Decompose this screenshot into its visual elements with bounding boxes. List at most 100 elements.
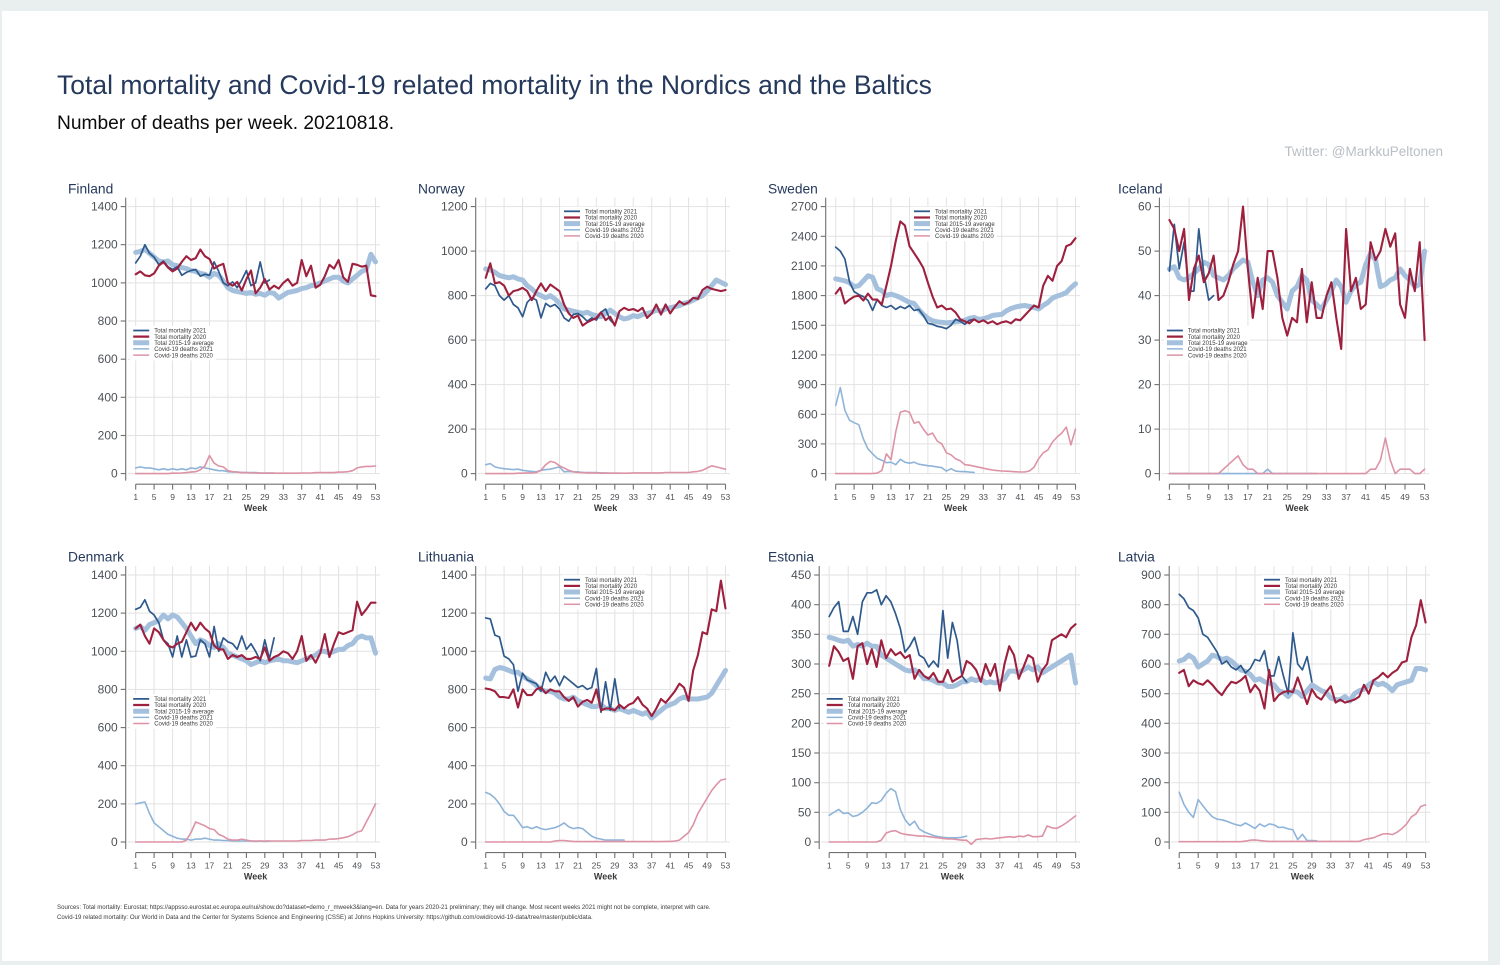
svg-text:Total mortality 2021: Total mortality 2021 bbox=[848, 697, 901, 703]
svg-text:1: 1 bbox=[1167, 492, 1172, 502]
svg-text:Covid-19 deaths 2021: Covid-19 deaths 2021 bbox=[154, 716, 213, 722]
svg-text:33: 33 bbox=[1322, 492, 1332, 502]
svg-text:1: 1 bbox=[483, 492, 488, 502]
svg-text:21: 21 bbox=[919, 861, 929, 871]
svg-text:200: 200 bbox=[98, 429, 118, 443]
svg-text:Number of deaths per week. 202: Number of deaths per week. 20210818. bbox=[57, 113, 394, 134]
svg-text:800: 800 bbox=[448, 289, 468, 303]
svg-text:13: 13 bbox=[536, 861, 546, 871]
svg-text:17: 17 bbox=[205, 492, 215, 502]
svg-text:Week: Week bbox=[944, 503, 968, 513]
svg-text:29: 29 bbox=[1307, 861, 1317, 871]
svg-text:100: 100 bbox=[791, 776, 811, 790]
svg-text:25: 25 bbox=[942, 492, 952, 502]
svg-text:29: 29 bbox=[1302, 492, 1312, 502]
svg-text:Total mortality 2020: Total mortality 2020 bbox=[935, 216, 988, 222]
svg-text:25: 25 bbox=[242, 492, 252, 502]
svg-text:Covid-19 related mortality: Ou: Covid-19 related mortality: Our World in… bbox=[57, 914, 593, 921]
svg-text:Week: Week bbox=[594, 503, 618, 513]
svg-text:49: 49 bbox=[1400, 492, 1410, 502]
svg-text:25: 25 bbox=[242, 861, 252, 871]
svg-text:1000: 1000 bbox=[441, 244, 468, 258]
svg-text:Total 2015-19 average: Total 2015-19 average bbox=[154, 709, 214, 715]
svg-text:Total 2015-19 average: Total 2015-19 average bbox=[1188, 341, 1248, 347]
svg-text:Week: Week bbox=[941, 872, 965, 882]
svg-text:50: 50 bbox=[1138, 244, 1152, 258]
svg-text:Total mortality 2020: Total mortality 2020 bbox=[154, 703, 207, 709]
svg-text:53: 53 bbox=[1420, 492, 1430, 502]
svg-text:Total mortality 2020: Total mortality 2020 bbox=[585, 584, 638, 590]
svg-text:30: 30 bbox=[1138, 333, 1152, 347]
svg-text:Twitter: @MarkkuPeltonen: Twitter: @MarkkuPeltonen bbox=[1284, 144, 1443, 159]
svg-text:600: 600 bbox=[98, 352, 118, 366]
svg-text:25: 25 bbox=[1288, 861, 1298, 871]
svg-text:33: 33 bbox=[279, 492, 289, 502]
svg-text:Finland: Finland bbox=[68, 182, 113, 197]
svg-text:9: 9 bbox=[520, 492, 525, 502]
svg-text:400: 400 bbox=[1141, 716, 1161, 730]
svg-text:5: 5 bbox=[1187, 492, 1192, 502]
svg-text:17: 17 bbox=[205, 861, 215, 871]
svg-text:150: 150 bbox=[791, 746, 811, 760]
svg-text:Total mortality 2020: Total mortality 2020 bbox=[1188, 335, 1241, 341]
svg-text:5: 5 bbox=[152, 492, 157, 502]
svg-text:9: 9 bbox=[520, 861, 525, 871]
svg-text:Week: Week bbox=[594, 872, 618, 882]
svg-text:Latvia: Latvia bbox=[1118, 550, 1155, 565]
svg-text:Covid-19 deaths 2021: Covid-19 deaths 2021 bbox=[154, 347, 213, 353]
svg-text:2100: 2100 bbox=[791, 259, 818, 273]
svg-text:17: 17 bbox=[1250, 861, 1260, 871]
svg-text:41: 41 bbox=[315, 492, 325, 502]
svg-text:Total 2015-19 average: Total 2015-19 average bbox=[585, 222, 645, 228]
svg-text:Total 2015-19 average: Total 2015-19 average bbox=[154, 341, 214, 347]
svg-text:Week: Week bbox=[244, 872, 268, 882]
svg-text:1500: 1500 bbox=[791, 318, 818, 332]
svg-text:29: 29 bbox=[610, 861, 620, 871]
svg-text:5: 5 bbox=[846, 861, 851, 871]
svg-text:13: 13 bbox=[186, 861, 196, 871]
svg-text:41: 41 bbox=[1364, 861, 1374, 871]
svg-text:600: 600 bbox=[448, 333, 468, 347]
svg-text:45: 45 bbox=[1381, 492, 1391, 502]
svg-text:200: 200 bbox=[1141, 776, 1161, 790]
svg-text:9: 9 bbox=[170, 492, 175, 502]
svg-text:41: 41 bbox=[665, 492, 675, 502]
svg-text:21: 21 bbox=[573, 492, 583, 502]
svg-text:5: 5 bbox=[502, 861, 507, 871]
svg-text:53: 53 bbox=[371, 492, 381, 502]
svg-text:Covid-19 deaths 2020: Covid-19 deaths 2020 bbox=[585, 234, 644, 240]
svg-text:53: 53 bbox=[1071, 492, 1081, 502]
svg-text:400: 400 bbox=[791, 598, 811, 612]
svg-text:53: 53 bbox=[1421, 861, 1431, 871]
svg-text:Estonia: Estonia bbox=[768, 550, 814, 565]
svg-text:29: 29 bbox=[610, 492, 620, 502]
svg-text:600: 600 bbox=[798, 407, 818, 421]
svg-text:Total mortality 2020: Total mortality 2020 bbox=[154, 335, 207, 341]
svg-text:0: 0 bbox=[1155, 835, 1162, 849]
svg-text:Total 2015-19 average: Total 2015-19 average bbox=[935, 222, 995, 228]
svg-text:0: 0 bbox=[111, 467, 118, 481]
svg-text:800: 800 bbox=[98, 682, 118, 696]
svg-text:60: 60 bbox=[1138, 200, 1152, 214]
svg-text:1200: 1200 bbox=[91, 238, 118, 252]
svg-text:37: 37 bbox=[995, 861, 1005, 871]
svg-text:900: 900 bbox=[798, 378, 818, 392]
svg-text:21: 21 bbox=[923, 492, 933, 502]
svg-text:5: 5 bbox=[852, 492, 857, 502]
svg-text:Covid-19 deaths 2020: Covid-19 deaths 2020 bbox=[585, 603, 644, 609]
svg-text:17: 17 bbox=[555, 492, 565, 502]
svg-text:1400: 1400 bbox=[91, 200, 118, 214]
svg-text:53: 53 bbox=[1071, 861, 1081, 871]
svg-text:Total mortality 2021: Total mortality 2021 bbox=[154, 329, 207, 335]
svg-text:0: 0 bbox=[811, 467, 818, 481]
svg-text:Covid-19 deaths 2020: Covid-19 deaths 2020 bbox=[935, 234, 994, 240]
svg-text:41: 41 bbox=[1014, 861, 1024, 871]
svg-text:1400: 1400 bbox=[441, 568, 468, 582]
svg-text:400: 400 bbox=[448, 759, 468, 773]
svg-text:45: 45 bbox=[1034, 492, 1044, 502]
svg-text:Week: Week bbox=[244, 503, 268, 513]
svg-text:Covid-19 deaths 2020: Covid-19 deaths 2020 bbox=[1285, 603, 1344, 609]
svg-text:2400: 2400 bbox=[791, 229, 818, 243]
svg-text:Covid-19 deaths 2020: Covid-19 deaths 2020 bbox=[848, 722, 907, 728]
svg-text:1200: 1200 bbox=[441, 200, 468, 214]
